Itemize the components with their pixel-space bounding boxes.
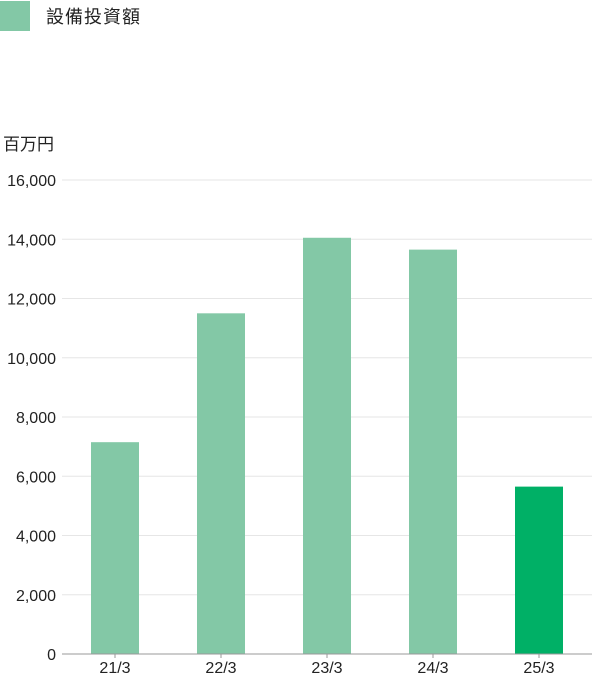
x-tick-label: 25/3 (523, 660, 554, 677)
y-tick-label: 16,000 (7, 173, 56, 190)
y-tick-label: 2,000 (16, 588, 56, 605)
y-tick-label: 0 (47, 647, 56, 664)
y-tick-label: 8,000 (16, 410, 56, 427)
y-axis-unit-label: 百万円 (3, 135, 54, 155)
bar (197, 313, 245, 654)
bar (91, 442, 139, 654)
x-tick-label: 21/3 (99, 660, 130, 677)
y-tick-label: 12,000 (7, 292, 56, 309)
y-tick-label: 10,000 (7, 351, 56, 368)
x-tick-label: 22/3 (205, 660, 236, 677)
x-tick-label: 24/3 (417, 660, 448, 677)
bar (515, 486, 563, 654)
bars (91, 237, 563, 655)
y-tick-label: 6,000 (16, 469, 56, 486)
legend-label: 設備投資額 (46, 7, 141, 28)
legend-swatch (0, 1, 30, 31)
y-tick-label: 4,000 (16, 529, 56, 546)
axes: 0 2,000 4,000 6,000 8,000 10,000 12,000 14,000 1… (7, 173, 592, 677)
bar (303, 237, 351, 655)
y-tick-label: 14,000 (7, 232, 56, 249)
legend: 設備投資額 (0, 0, 141, 32)
bar (409, 249, 457, 654)
x-tick-label: 23/3 (311, 660, 342, 677)
